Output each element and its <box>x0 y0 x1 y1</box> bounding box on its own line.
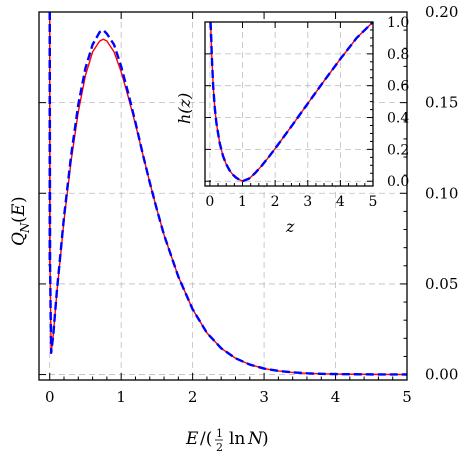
svg-text:Q: Q <box>9 232 29 246</box>
main-y-axis-label: Q N ( E ) <box>9 196 32 246</box>
main-x-tick-label: 2 <box>188 388 198 406</box>
svg-text:N: N <box>18 222 32 234</box>
inset-x-tick-label: 1 <box>238 194 247 210</box>
main-y-tick-label: 0.05 <box>425 275 458 293</box>
main-x-tick-label: 1 <box>116 388 126 406</box>
inset-x-tick-label: 4 <box>336 194 345 210</box>
main-series-dashed-line <box>48 11 408 376</box>
inset-x-tick-label: 2 <box>271 194 280 210</box>
svg-text:): ) <box>9 196 29 203</box>
main-x-tick-label: 0 <box>45 388 55 406</box>
inset-x-tick-label: 3 <box>303 194 312 210</box>
inset-background <box>205 22 373 186</box>
inset-plot-frame <box>204 21 374 187</box>
inset-series-dashed-line <box>209 21 374 183</box>
main-plot-frame <box>38 11 408 381</box>
inset-y-tick-label: 0.4 <box>387 111 409 127</box>
main-series <box>48 11 408 376</box>
main-y-tick-label: 0.10 <box>425 184 458 202</box>
svg-text:/(: /( <box>200 429 212 449</box>
inset-y-tick-labels: 0.0 0.2 0.4 0.6 0.8 1.0 <box>387 15 409 190</box>
svg-text:ln: ln <box>229 429 245 449</box>
inset-y-tick-label: 1.0 <box>387 15 409 31</box>
main-x-tick-labels: 0 1 2 3 4 5 <box>45 388 412 406</box>
svg-text:1: 1 <box>216 427 223 440</box>
main-x-tick-label: 4 <box>331 388 341 406</box>
svg-text:2: 2 <box>216 441 223 454</box>
inset-y-tick-label: 0.6 <box>387 79 409 95</box>
main-x-tick-label: 3 <box>259 388 269 406</box>
main-x-axis-label: E /( 1 2 ln N ) <box>185 427 269 454</box>
inset-x-tick-labels: 0 1 2 3 4 5 <box>205 194 377 210</box>
svg-text:): ) <box>262 429 269 449</box>
inset-y-tick-label: 0.8 <box>387 47 409 63</box>
svg-text:E: E <box>185 429 199 449</box>
svg-text:(: ( <box>9 216 29 223</box>
svg-text:E: E <box>9 203 29 217</box>
inset-x-axis-label: z <box>285 217 295 236</box>
svg-text:N: N <box>247 429 264 449</box>
main-y-tick-label: 0.00 <box>425 366 458 384</box>
inset-y-tick-label: 0.0 <box>387 174 409 190</box>
inset-series <box>209 21 374 183</box>
inset-x-tick-label: 5 <box>369 194 378 210</box>
main-x-tick-label: 5 <box>402 388 412 406</box>
inset-y-tick-label: 0.2 <box>387 142 409 158</box>
main-y-tick-label: 0.15 <box>425 94 458 112</box>
main-y-tick-labels: 0.00 0.05 0.10 0.15 0.20 <box>425 3 458 384</box>
inset-x-tick-label: 0 <box>205 194 214 210</box>
main-y-tick-label: 0.20 <box>425 3 458 21</box>
inset-y-axis-label: h(z) <box>175 93 194 124</box>
